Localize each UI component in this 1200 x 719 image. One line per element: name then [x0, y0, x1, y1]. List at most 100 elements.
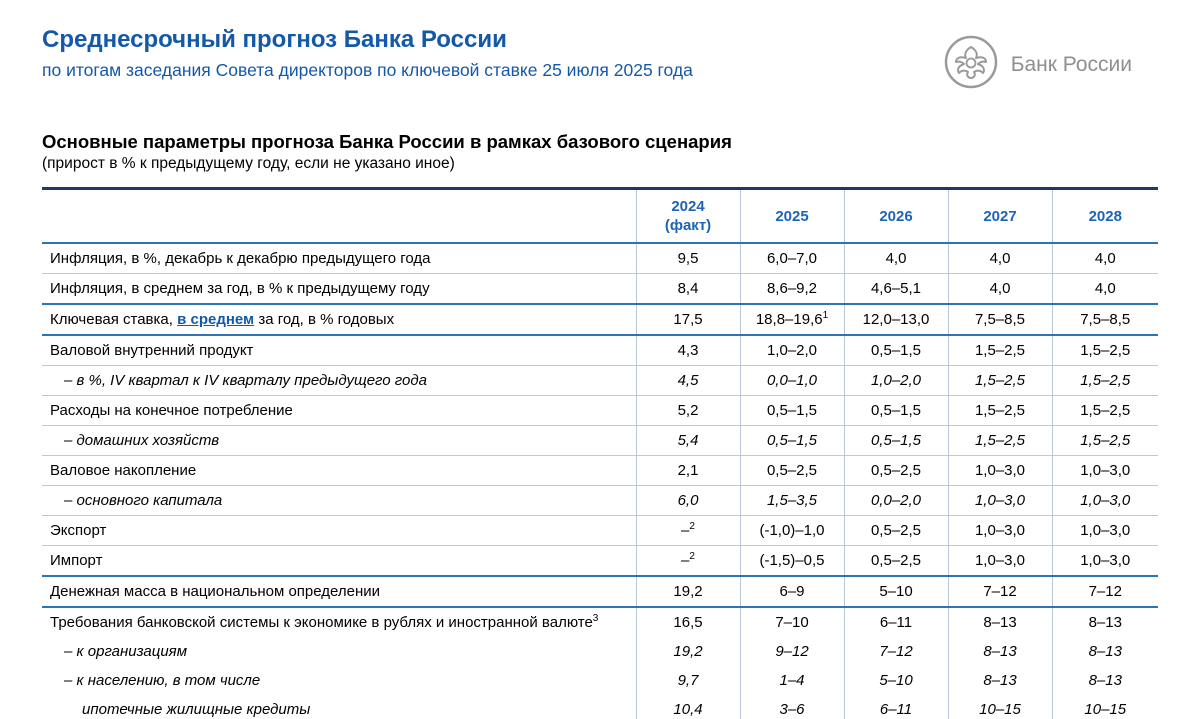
cell-value: 1,0–3,0: [1051, 455, 1158, 486]
cell-value: 17,5: [635, 304, 740, 336]
cell-value: 10,4: [635, 695, 740, 719]
cell-value: 1,5–2,5: [1051, 335, 1158, 366]
cell-value: 1,0–2,0: [739, 335, 844, 366]
cell-value: 9–12: [739, 637, 844, 666]
table-row: Импорт –2 (-1,5)–0,5 0,5–2,5 1,0–3,0 1,0–3,0: [42, 545, 1158, 577]
forecast-table: 2024 (факт) 2025 2026 2027 2028 Инфляция, в %…: [42, 187, 1158, 719]
footnote-marker: 2: [689, 521, 695, 532]
cell-value: 3–6: [739, 695, 844, 719]
cell-value: 18,8–19,61: [739, 304, 844, 336]
table-row: – к организациям 19,2 9–12 7–12 8–13 8–13: [42, 637, 1158, 666]
cell-value: 0,5–2,5: [739, 455, 844, 486]
cell-value: 4,0: [947, 243, 1052, 274]
cell-value: 4,0: [843, 243, 948, 274]
column-header-2024: 2024 (факт): [635, 188, 740, 244]
cell-value: 7–12: [843, 637, 948, 666]
row-label-text: за год, в % годовых: [254, 311, 395, 328]
cell-value: 7,5–8,5: [1051, 304, 1158, 336]
cell-value: 5–10: [843, 666, 948, 695]
table-row: Инфляция, в среднем за год, в % к предыд…: [42, 273, 1158, 305]
cell-value: 0,0–1,0: [739, 365, 844, 396]
table-row: Валовой внутренний продукт 4,3 1,0–2,0 0,5–…: [42, 335, 1158, 366]
table-corner-cell: [42, 188, 636, 244]
table-row: – основного капитала 6,0 1,5–3,5 0,0–2,0 1,0…: [42, 485, 1158, 516]
cell-value: –2: [635, 545, 740, 577]
cell-value: 7–10: [739, 607, 844, 637]
cell-value: 1,5–2,5: [1051, 395, 1158, 426]
cell-value: 1,0–3,0: [1051, 545, 1158, 577]
cell-value: 1,5–3,5: [739, 485, 844, 516]
cell-value: 1,5–2,5: [947, 365, 1052, 396]
table-row: Денежная масса в национальном определени…: [42, 576, 1158, 608]
cell-value: 6–9: [739, 576, 844, 608]
row-label: ипотечные жилищные кредиты: [82, 701, 311, 718]
section-subheading: (прирост в % к предыдущему году, если не…: [42, 155, 455, 172]
table-row: Требования банковской системы к экономик…: [42, 607, 1158, 637]
row-label: – домашних хозяйств: [42, 425, 636, 456]
column-header-2026: 2026: [843, 188, 948, 244]
cell-value: 7–12: [947, 576, 1052, 608]
table-row: ипотечные жилищные кредиты 10,4 3–6 6–11 10–…: [42, 695, 1158, 719]
cell-value: 1,0–3,0: [947, 515, 1052, 546]
cell-value: 1,0–3,0: [947, 455, 1052, 486]
bank-logo-text: Банк России: [1010, 52, 1132, 76]
cell-value: 9,5: [635, 243, 740, 274]
cell-value: 4,3: [635, 335, 740, 366]
footnote-marker: 1: [822, 310, 829, 321]
cell-value: 10–15: [1051, 695, 1158, 719]
table-row: Расходы на конечное потребление 5,2 0,5–1,…: [42, 395, 1158, 426]
cell-value: 1,0–3,0: [947, 485, 1052, 516]
row-label: Ключевая ставка, в среднем за год, в % г…: [42, 304, 636, 336]
row-label: Валовой внутренний продукт: [42, 335, 636, 366]
row-label: – к организациям: [64, 643, 187, 660]
cell-value: 1,0–3,0: [1051, 515, 1158, 546]
column-header-2028: 2028: [1051, 188, 1158, 244]
page-title: Среднесрочный прогноз Банка России: [42, 26, 507, 53]
cell-value: (-1,0)–1,0: [739, 515, 844, 546]
cell-value: 1,5–2,5: [947, 395, 1052, 426]
cell-value: 6–11: [843, 695, 948, 719]
table-row: Инфляция, в %, декабрь к декабрю предыду…: [42, 243, 1158, 274]
header: Среднесрочный прогноз Банка России по ит…: [42, 26, 1158, 95]
title-block: Среднесрочный прогноз Банка России по ит…: [42, 26, 693, 81]
cell-value: 4,0: [947, 273, 1052, 305]
column-header-2025: 2025: [739, 188, 844, 244]
row-label: – в %, IV квартал к IV кварталу предыдущ…: [42, 365, 636, 396]
cell-value: 1,5–2,5: [1051, 365, 1158, 396]
cell-value: 5–10: [843, 576, 948, 608]
table-row: – к населению, в том числе 9,7 1–4 5–10 8–13…: [42, 666, 1158, 695]
cell-value: 19,2: [635, 637, 740, 666]
cell-value: 6,0–7,0: [739, 243, 844, 274]
cell-value: (-1,5)–0,5: [739, 545, 844, 577]
row-label: Инфляция, в среднем за год, в % к предыд…: [42, 273, 636, 305]
cell-value: 0,0–2,0: [843, 485, 948, 516]
cell-value: 8–13: [1051, 637, 1158, 666]
cell-value: 1,5–2,5: [947, 335, 1052, 366]
cell-value: 0,5–1,5: [843, 395, 948, 426]
cell-value: 4,0: [1051, 273, 1158, 305]
row-label: – к населению, в том числе: [64, 672, 261, 689]
page-subtitle: по итогам заседания Совета директоров по…: [42, 59, 693, 80]
cell-value: 8,4: [635, 273, 740, 305]
bank-eagle-icon: [943, 34, 999, 95]
cell-value: 4,5: [635, 365, 740, 396]
table-row: – в %, IV квартал к IV кварталу предыдущ…: [42, 365, 1158, 396]
cell-value: 12,0–13,0: [843, 304, 948, 336]
row-label: Импорт: [42, 545, 636, 577]
section-heading: Основные параметры прогноза Банка России…: [42, 131, 732, 152]
cell-value: 0,5–1,5: [843, 425, 948, 456]
row-label: Требования банковской системы к экономик…: [50, 613, 599, 632]
cell-value: 10–15: [947, 695, 1052, 719]
column-header-2027: 2027: [947, 188, 1052, 244]
cell-value: 5,2: [635, 395, 740, 426]
cell-value: 0,5–2,5: [843, 545, 948, 577]
cell-value: 4,0: [1051, 243, 1158, 274]
cell-value: 0,5–1,5: [739, 425, 844, 456]
key-rate-average-link[interactable]: в среднем: [177, 311, 255, 328]
cell-value: 8–13: [1051, 607, 1158, 637]
cell-value: 8–13: [947, 666, 1052, 695]
cell-value: –2: [635, 515, 740, 546]
row-label: Расходы на конечное потребление: [42, 395, 636, 426]
table-row: Валовое накопление 2,1 0,5–2,5 0,5–2,5 1,0–3…: [42, 455, 1158, 486]
cell-value: 19,2: [635, 576, 740, 608]
